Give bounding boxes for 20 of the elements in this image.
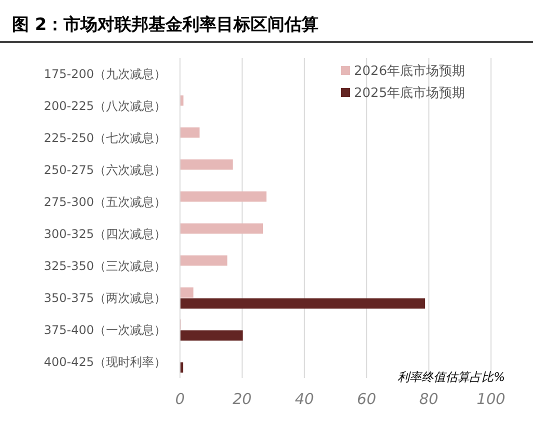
- y-tick-label: 175-200（九次减息）: [44, 67, 166, 81]
- legend-label: 2025年底市场预期: [354, 86, 466, 101]
- y-tick-label: 400-425（现时利率）: [44, 355, 166, 369]
- chart-title: 图 2：市场对联邦基金利率目标区间估算: [12, 15, 319, 35]
- y-tick-label: 275-300（五次减息）: [44, 195, 166, 209]
- y-tick-label: 375-400（一次减息）: [44, 323, 166, 337]
- x-tick-label: 20: [232, 390, 252, 408]
- y-tick-label: 225-250（七次减息）: [44, 131, 166, 145]
- legend-label: 2026年底市场预期: [354, 64, 466, 79]
- x-tick-label: 60: [357, 390, 376, 408]
- x-tick-label: 40: [294, 390, 314, 408]
- y-tick-label: 250-275（六次减息）: [44, 163, 166, 177]
- y-tick-label: 325-350（三次减息）: [44, 259, 166, 273]
- x-axis-title: 利率终值估算占比%: [398, 370, 505, 384]
- x-tick-label: 80: [419, 390, 438, 408]
- y-tick-label: 350-375（两次减息）: [44, 291, 166, 305]
- x-tick-label: 100: [476, 390, 506, 408]
- x-tick-label: 0: [175, 390, 185, 408]
- y-tick-label: 200-225（八次减息）: [44, 99, 166, 113]
- y-tick-label: 300-325（四次减息）: [44, 227, 166, 241]
